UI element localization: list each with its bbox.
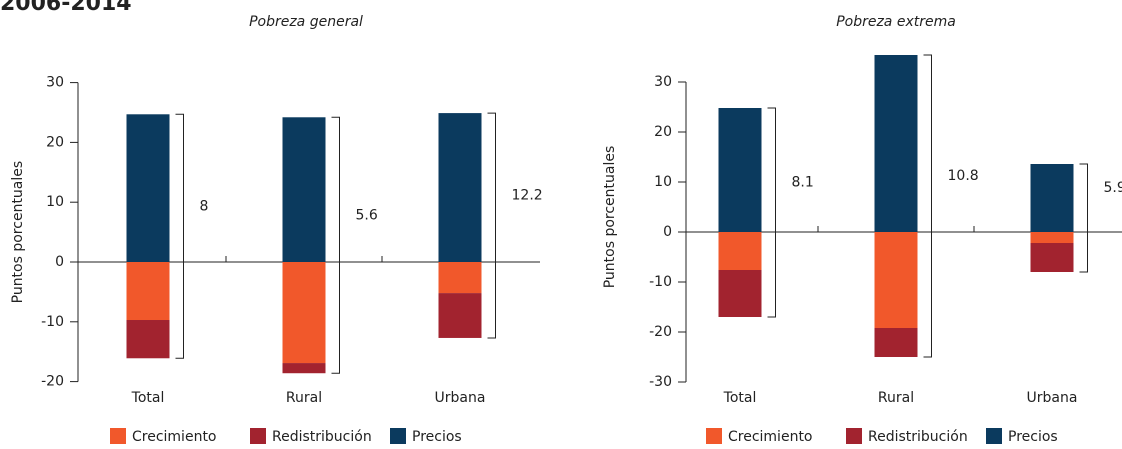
y-tick-label: 0 <box>55 254 64 270</box>
legend-label: Crecimiento <box>132 429 217 445</box>
y-tick-label: 10 <box>46 194 64 210</box>
bar-segment <box>1031 164 1074 232</box>
x-tick-label: Urbana <box>435 390 486 406</box>
bar-segment <box>127 320 170 358</box>
bar-segment <box>439 262 482 293</box>
legend-swatch <box>110 428 126 444</box>
y-axis-label: Puntos porcentuales <box>602 146 618 289</box>
bracket <box>488 113 496 338</box>
bar-segment <box>1031 232 1074 243</box>
x-tick-label: Rural <box>286 390 322 406</box>
legend-label: Redistribución <box>272 429 372 445</box>
bracket <box>176 114 184 358</box>
net-label: 5.6 <box>356 207 378 223</box>
legend-swatch <box>250 428 266 444</box>
net-label: 8.1 <box>792 175 814 191</box>
bracket <box>768 108 776 317</box>
net-label: 10.8 <box>948 168 979 184</box>
y-tick-label: 10 <box>654 174 672 190</box>
bar-segment <box>127 262 170 320</box>
y-tick-label: -30 <box>649 374 672 390</box>
y-tick-label: -10 <box>41 314 64 330</box>
bar-segment <box>283 117 326 262</box>
x-tick-label: Rural <box>878 390 914 406</box>
bar-segment <box>875 232 918 328</box>
bar-segment <box>439 293 482 338</box>
y-tick-label: 30 <box>46 75 64 91</box>
net-label: 8 <box>200 198 209 214</box>
y-tick-label: -10 <box>649 274 672 290</box>
x-tick-label: Total <box>131 390 165 406</box>
page-title: 2006-2014 <box>0 0 132 16</box>
net-label: 5.9 <box>1104 180 1122 196</box>
legend-swatch <box>846 428 862 444</box>
bracket <box>1080 164 1088 272</box>
bar-segment <box>719 232 762 270</box>
legend-swatch <box>706 428 722 444</box>
bar-segment <box>875 55 918 232</box>
y-tick-label: 20 <box>46 134 64 150</box>
bracket <box>332 117 340 373</box>
legend-swatch <box>390 428 406 444</box>
y-tick-label: 20 <box>654 124 672 140</box>
y-tick-label: 30 <box>654 74 672 90</box>
y-axis-label: Puntos porcentuales <box>10 161 26 304</box>
bar-segment <box>127 114 170 262</box>
bar-segment <box>875 328 918 357</box>
net-label: 12.2 <box>512 188 543 204</box>
legend-label: Precios <box>412 429 462 445</box>
legend-swatch <box>986 428 1002 444</box>
bar-segment <box>283 363 326 373</box>
bar-segment <box>719 270 762 317</box>
legend-label: Redistribución <box>868 429 968 445</box>
bar-segment <box>1031 243 1074 272</box>
x-tick-label: Total <box>723 390 757 406</box>
y-tick-label: -20 <box>649 324 672 340</box>
y-tick-label: 0 <box>663 224 672 240</box>
chart-subtitle: Pobreza extrema <box>836 14 956 30</box>
bar-segment <box>283 262 326 363</box>
bar-segment <box>719 108 762 232</box>
legend-label: Precios <box>1008 429 1058 445</box>
bracket <box>924 55 932 357</box>
y-tick-label: -20 <box>41 374 64 390</box>
chart-subtitle: Pobreza general <box>249 14 363 30</box>
x-tick-label: Urbana <box>1027 390 1078 406</box>
legend-label: Crecimiento <box>728 429 813 445</box>
bar-segment <box>439 113 482 262</box>
